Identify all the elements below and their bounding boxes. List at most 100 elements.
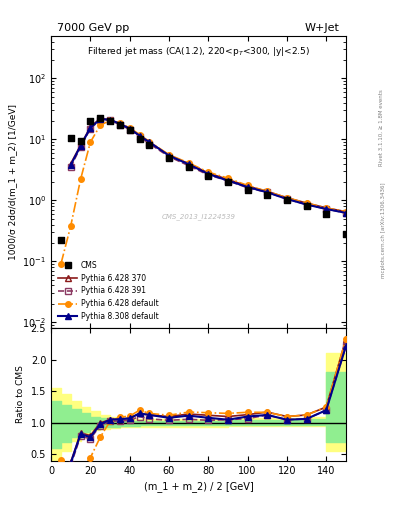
Pythia 6.428 391 bbox=[98, 117, 103, 123]
Pythia 6.428 default bbox=[68, 223, 73, 229]
CMS bbox=[87, 117, 94, 125]
Pythia 8.308 default bbox=[147, 139, 152, 145]
Pythia 6.428 default bbox=[206, 169, 211, 175]
Text: CMS_2013_I1224539: CMS_2013_I1224539 bbox=[162, 214, 235, 220]
CMS bbox=[323, 210, 329, 218]
Pythia 6.428 391 bbox=[245, 185, 250, 191]
CMS bbox=[205, 172, 211, 180]
Pythia 6.428 391 bbox=[108, 117, 112, 123]
Pythia 6.428 391 bbox=[137, 134, 142, 140]
Pythia 6.428 default bbox=[343, 208, 348, 215]
Text: mcplots.cern.ch [arXiv:1306.3436]: mcplots.cern.ch [arXiv:1306.3436] bbox=[381, 183, 386, 278]
Pythia 6.428 370 bbox=[324, 205, 329, 211]
Pythia 6.428 370 bbox=[226, 176, 230, 182]
CMS bbox=[264, 191, 270, 200]
Pythia 6.428 391 bbox=[324, 206, 329, 212]
Pythia 6.428 391 bbox=[147, 141, 152, 147]
Text: Rivet 3.1.10, ≥ 1.8M events: Rivet 3.1.10, ≥ 1.8M events bbox=[379, 90, 384, 166]
Pythia 6.428 370 bbox=[147, 139, 152, 145]
Pythia 6.428 370 bbox=[118, 121, 122, 127]
Pythia 6.428 370 bbox=[206, 170, 211, 176]
Pythia 6.428 391 bbox=[127, 126, 132, 133]
Pythia 6.428 default bbox=[108, 117, 112, 123]
Pythia 6.428 370 bbox=[127, 125, 132, 132]
Pythia 6.428 default bbox=[78, 176, 83, 182]
Line: Pythia 6.428 370: Pythia 6.428 370 bbox=[68, 116, 349, 215]
Pythia 6.428 370 bbox=[88, 124, 93, 130]
Pythia 6.428 default bbox=[285, 195, 289, 201]
Pythia 8.308 default bbox=[88, 125, 93, 131]
Pythia 6.428 default bbox=[167, 152, 171, 158]
Pythia 6.428 default bbox=[147, 138, 152, 144]
Pythia 6.428 default bbox=[245, 182, 250, 188]
Pythia 6.428 370 bbox=[108, 117, 112, 123]
Pythia 8.308 default bbox=[343, 210, 348, 216]
Pythia 8.308 default bbox=[167, 153, 171, 159]
X-axis label: (m_1 + m_2) / 2 [GeV]: (m_1 + m_2) / 2 [GeV] bbox=[143, 481, 253, 492]
CMS bbox=[225, 178, 231, 186]
Pythia 6.428 391 bbox=[118, 121, 122, 127]
Line: Pythia 6.428 391: Pythia 6.428 391 bbox=[68, 117, 349, 216]
Pythia 6.428 370 bbox=[265, 188, 270, 195]
CMS bbox=[77, 137, 84, 145]
Pythia 6.428 370 bbox=[343, 208, 348, 215]
Pythia 6.428 370 bbox=[78, 142, 83, 148]
Pythia 6.428 391 bbox=[78, 144, 83, 150]
Pythia 6.428 default bbox=[186, 160, 191, 166]
Pythia 6.428 370 bbox=[137, 133, 142, 139]
CMS bbox=[244, 185, 251, 194]
CMS bbox=[117, 121, 123, 130]
Pythia 6.428 391 bbox=[304, 202, 309, 208]
Pythia 6.428 391 bbox=[167, 154, 171, 160]
CMS bbox=[166, 154, 172, 162]
Pythia 8.308 default bbox=[245, 184, 250, 190]
Pythia 6.428 370 bbox=[304, 200, 309, 206]
Y-axis label: 1000/σ 2dσ/d(m_1 + m_2) [1/GeV]: 1000/σ 2dσ/d(m_1 + m_2) [1/GeV] bbox=[8, 104, 17, 260]
Pythia 6.428 370 bbox=[98, 115, 103, 121]
Pythia 8.308 default bbox=[118, 121, 122, 127]
Pythia 6.428 default bbox=[118, 120, 122, 126]
Pythia 6.428 370 bbox=[186, 160, 191, 166]
Pythia 6.428 default bbox=[88, 139, 93, 145]
Pythia 8.308 default bbox=[304, 202, 309, 208]
CMS bbox=[185, 163, 192, 171]
Line: Pythia 6.428 default: Pythia 6.428 default bbox=[58, 118, 349, 267]
Pythia 8.308 default bbox=[186, 161, 191, 167]
Pythia 6.428 default bbox=[226, 175, 230, 181]
CMS bbox=[303, 202, 310, 210]
CMS bbox=[146, 141, 152, 150]
Y-axis label: Ratio to CMS: Ratio to CMS bbox=[16, 366, 25, 423]
Pythia 8.308 default bbox=[127, 125, 132, 132]
CMS bbox=[136, 135, 143, 143]
CMS bbox=[58, 236, 64, 244]
Pythia 6.428 391 bbox=[186, 163, 191, 169]
Pythia 6.428 391 bbox=[265, 189, 270, 196]
Pythia 8.308 default bbox=[285, 196, 289, 202]
Pythia 6.428 391 bbox=[68, 164, 73, 170]
Pythia 6.428 391 bbox=[343, 210, 348, 216]
Pythia 6.428 370 bbox=[167, 152, 171, 158]
Pythia 6.428 370 bbox=[68, 160, 73, 166]
Pythia 6.428 370 bbox=[285, 195, 289, 201]
CMS bbox=[97, 114, 103, 122]
Text: Filtered jet mass (CA(1.2), 220<p$_T$<300, |y|<2.5): Filtered jet mass (CA(1.2), 220<p$_T$<30… bbox=[87, 45, 310, 58]
Legend: CMS, Pythia 6.428 370, Pythia 6.428 391, Pythia 6.428 default, Pythia 8.308 defa: CMS, Pythia 6.428 370, Pythia 6.428 391,… bbox=[55, 258, 162, 324]
Pythia 6.428 391 bbox=[226, 178, 230, 184]
Pythia 8.308 default bbox=[265, 189, 270, 196]
CMS bbox=[343, 230, 349, 238]
Pythia 8.308 default bbox=[206, 171, 211, 177]
Line: Pythia 8.308 default: Pythia 8.308 default bbox=[68, 116, 349, 216]
Pythia 8.308 default bbox=[108, 117, 112, 123]
Text: 7000 GeV pp: 7000 GeV pp bbox=[57, 23, 129, 33]
Pythia 6.428 391 bbox=[285, 196, 289, 202]
Pythia 6.428 391 bbox=[206, 172, 211, 178]
Pythia 6.428 default bbox=[137, 132, 142, 138]
CMS bbox=[284, 196, 290, 204]
Pythia 6.428 391 bbox=[88, 125, 93, 132]
CMS bbox=[68, 134, 74, 142]
Pythia 6.428 default bbox=[127, 125, 132, 131]
Text: W+Jet: W+Jet bbox=[305, 23, 340, 33]
CMS bbox=[127, 126, 133, 135]
Pythia 6.428 default bbox=[59, 261, 63, 267]
CMS bbox=[107, 117, 113, 125]
